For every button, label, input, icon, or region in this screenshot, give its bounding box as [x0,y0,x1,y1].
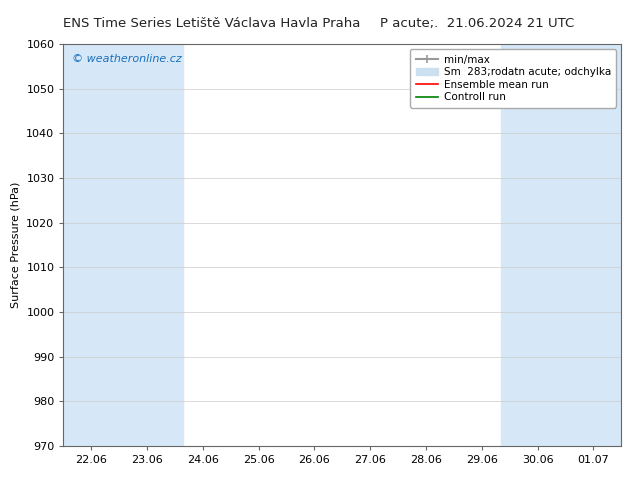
Text: ENS Time Series Letiště Václava Havla Praha: ENS Time Series Letiště Václava Havla Pr… [63,17,361,30]
Bar [63,44,175,446]
Text: P acute;.  21.06.2024 21 UTC: P acute;. 21.06.2024 21 UTC [380,17,574,30]
Bar [501,44,510,446]
Y-axis label: Surface Pressure (hPa): Surface Pressure (hPa) [11,182,21,308]
Legend: min/max, Sm  283;rodatn acute; odchylka, Ensemble mean run, Controll run: min/max, Sm 283;rodatn acute; odchylka, … [410,49,616,107]
Bar [175,44,183,446]
Bar [510,44,621,446]
Text: © weatheronline.cz: © weatheronline.cz [72,54,181,64]
